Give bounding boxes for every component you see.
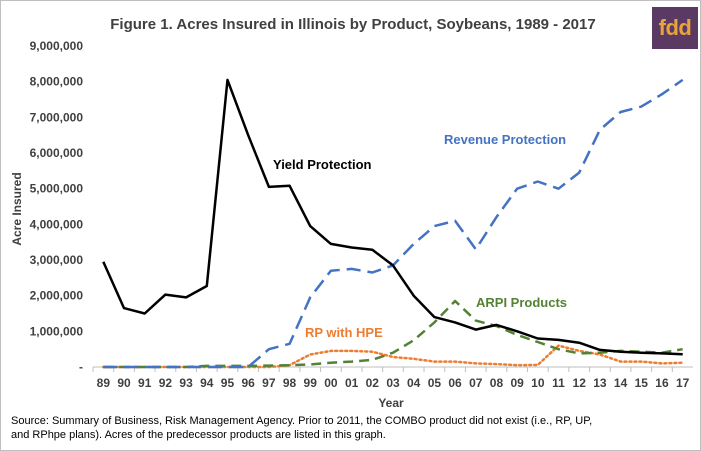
x-tick-label: 98: [283, 376, 297, 390]
x-tick-label: 96: [241, 376, 255, 390]
x-tick-label: 11: [552, 376, 565, 390]
yield-protection-line: [102, 78, 683, 356]
y-tick-label: 8,000,000: [30, 75, 84, 89]
x-tick-label: 06: [448, 376, 462, 390]
x-tick-label: 01: [345, 376, 359, 390]
y-tick-label: 9,000,000: [30, 39, 84, 53]
axes: - 1,000,000 2,000,000 3,000,000 4,000,000 5,0…: [30, 39, 693, 390]
x-tick-label: 00: [324, 376, 338, 390]
y-tick-label: 6,000,000: [30, 146, 84, 160]
x-tick-label: 93: [179, 376, 193, 390]
chart-title: Figure 1. Acres Insured in Illinois by P…: [110, 16, 595, 33]
x-tick-label: 90: [117, 376, 131, 390]
y-tick-label: -: [79, 360, 83, 374]
fdd-logo: fdd: [652, 7, 698, 49]
yield-protection-label: Yield Protection: [273, 157, 372, 172]
x-axis-label: Year: [378, 396, 404, 410]
x-tick-label: 12: [573, 376, 587, 390]
x-tick-label: 16: [655, 376, 669, 390]
revenue-protection-label: Revenue Protection: [444, 132, 566, 147]
x-tick-label: 95: [221, 376, 235, 390]
y-tick-label: 7,000,000: [30, 110, 84, 124]
x-tick-label: 97: [262, 376, 276, 390]
source-note: Source: Summary of Business, Risk Manage…: [11, 415, 593, 441]
arpi-products-label: ARPI Products: [476, 295, 567, 310]
y-tick-label: 4,000,000: [30, 217, 84, 231]
y-tick-label: 2,000,000: [30, 289, 84, 303]
chart-canvas: Figure 1. Acres Insured in Illinois by P…: [10, 16, 693, 410]
x-tick-label: 94: [200, 376, 214, 390]
y-tick-label: 5,000,000: [30, 182, 84, 196]
x-tick-label: 07: [469, 376, 483, 390]
x-tick-label: 10: [531, 376, 545, 390]
rp-with-hpe-label: RP with HPE: [305, 325, 383, 340]
x-tick-label: 99: [304, 376, 318, 390]
x-tick-label: 89: [97, 376, 111, 390]
x-tick-label: 09: [510, 376, 524, 390]
x-tick-label: 05: [428, 376, 442, 390]
x-tick-label: 17: [676, 376, 690, 390]
x-tick-label: 04: [407, 376, 421, 390]
revenue-protection-line: [103, 78, 684, 369]
y-tick-label: 3,000,000: [30, 253, 84, 267]
x-tick-label: 03: [386, 376, 400, 390]
x-tick-label: 15: [635, 376, 649, 390]
x-tick-label: 13: [593, 376, 607, 390]
x-tick-label: 14: [614, 376, 628, 390]
series-labels: Yield Protection Revenue Protection ARPI P…: [273, 132, 567, 340]
series-layer: [102, 78, 684, 369]
y-axis-label: Acre Insured: [10, 172, 24, 245]
y-tick-label: 1,000,000: [30, 324, 84, 338]
x-tick-label: 08: [490, 376, 504, 390]
arpi-products-line: [103, 299, 683, 369]
x-tick-label: 02: [366, 376, 380, 390]
x-tick-label: 92: [159, 376, 173, 390]
x-tick-label: 91: [138, 376, 152, 390]
